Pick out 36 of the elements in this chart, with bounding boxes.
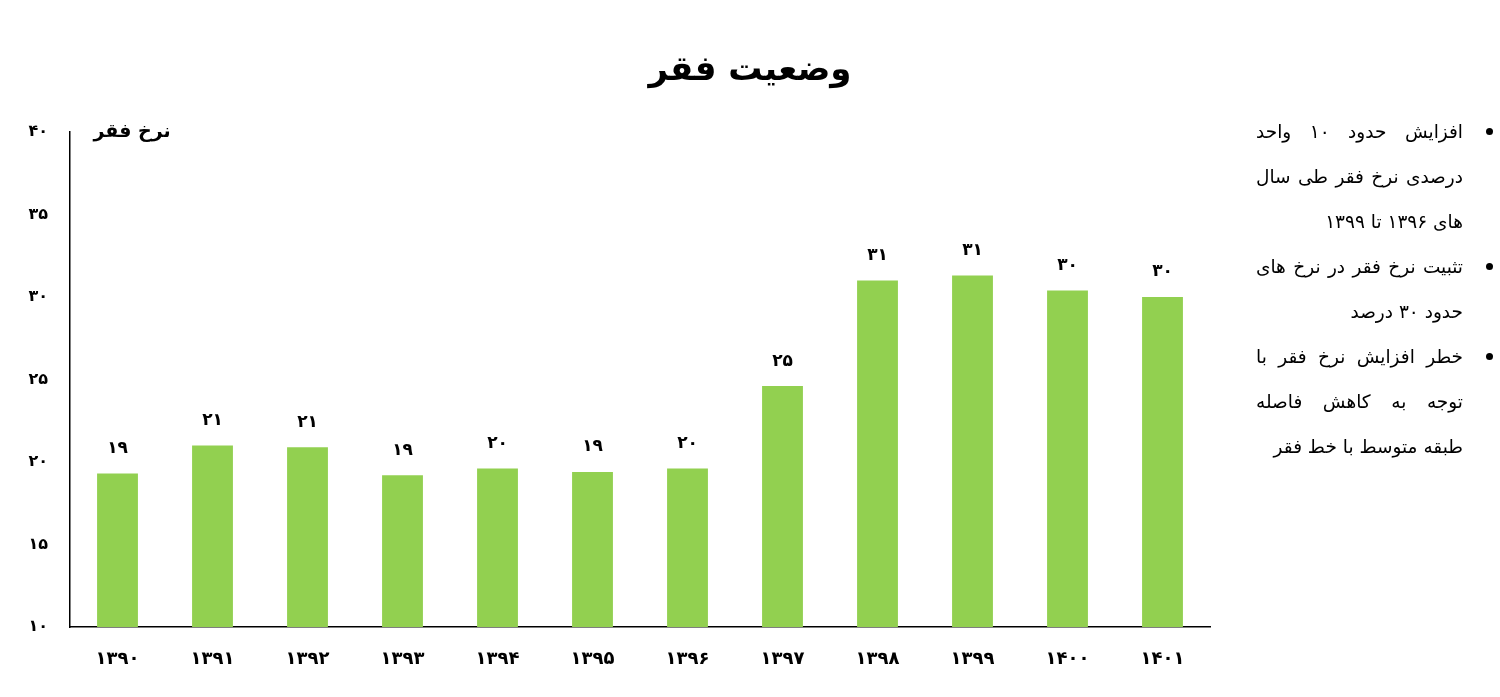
chart-title: وضعیت فقر (646, 47, 853, 91)
data-label: ۲۰ (487, 432, 508, 453)
data-label: ۲۱ (202, 408, 223, 429)
x-tick-label: ۱۴۰۱ (1140, 647, 1185, 669)
data-label: ۱۹ (392, 438, 414, 459)
data-label: ۳۱ (867, 243, 888, 264)
y-tick-label: ۲۵ (28, 368, 49, 388)
data-label: ۲۱ (297, 410, 318, 431)
x-tick-label: ۱۳۹۹ (950, 647, 995, 669)
text: خطر افزایش نرخ فقر با توجه به کاهش فاصله طبقه متوسط با خط فقر (1256, 346, 1463, 457)
x-tick-label: ۱۳۹۰ (95, 647, 140, 669)
x-tick-label: ۱۳۹۵ (570, 647, 615, 669)
text: افزایش حدود ۱۰ واحد درصدی نرخ فقر طی سال های ۱۳۹۶ تا ۱۳۹۹ (1256, 121, 1463, 232)
x-tick-label: ۱۴۰۰ (1045, 647, 1090, 669)
data-label: ۳۰ (1152, 260, 1173, 281)
data-label: ۳۱ (962, 238, 983, 259)
y-tick-label: ۱۵ (28, 533, 49, 553)
text: تثبیت نرخ فقر در نرخ های حدود ۳۰ درصد (1256, 256, 1463, 322)
x-tick-label: ۱۳۹۲ (285, 647, 330, 669)
y-tick-label: ۴۰ (28, 121, 48, 141)
x-tick-label: ۱۳۹۳ (380, 647, 425, 669)
data-label: ۱۹ (582, 435, 604, 456)
y-tick-label: ۱۰ (28, 616, 48, 636)
data-label: ۲۵ (772, 349, 793, 370)
data-label: ۱۹ (107, 436, 129, 457)
y-tick-label: ۳۰ (28, 286, 48, 306)
x-tick-label: ۱۳۹۴ (475, 647, 520, 669)
y-axis-title: نرخ فقر (92, 118, 171, 142)
x-tick-label: ۱۳۹۶ (665, 647, 710, 669)
x-tick-label: ۱۳۹۱ (190, 647, 235, 669)
x-tick-label: ۱۳۹۸ (855, 647, 900, 669)
data-label: ۲۰ (677, 432, 698, 453)
y-tick-label: ۳۵ (28, 203, 49, 223)
data-label: ۳۰ (1057, 253, 1078, 274)
y-tick-label: ۲۰ (28, 451, 48, 471)
x-tick-label: ۱۳۹۷ (760, 647, 805, 669)
